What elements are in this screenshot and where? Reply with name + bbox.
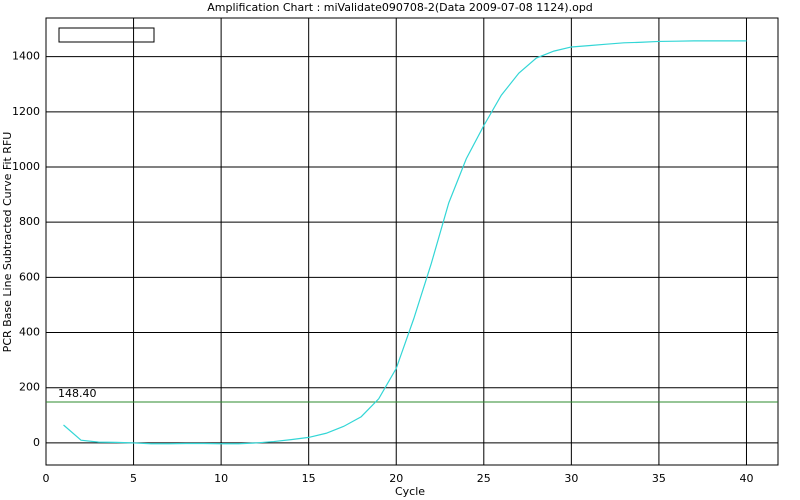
y-tick-label: 400 — [19, 326, 40, 339]
x-tick-label: 40 — [739, 472, 753, 485]
y-tick-label: 600 — [19, 270, 40, 283]
x-tick-label: 20 — [389, 472, 403, 485]
y-tick-label: 1200 — [12, 105, 40, 118]
x-tick-label: 15 — [302, 472, 316, 485]
y-tick-label: 0 — [33, 436, 40, 449]
y-tick-label: 1000 — [12, 160, 40, 173]
x-axis-label: Cycle — [395, 485, 425, 498]
x-tick-label: 10 — [214, 472, 228, 485]
y-tick-label: 1400 — [12, 50, 40, 63]
x-tick-label: 30 — [564, 472, 578, 485]
legend-box — [58, 27, 155, 43]
x-tick-label: 25 — [477, 472, 491, 485]
y-tick-label: 800 — [19, 215, 40, 228]
data-line — [63, 40, 747, 445]
x-tick-label: 35 — [652, 472, 666, 485]
threshold-label: 148.40 — [58, 387, 97, 400]
chart-title: Amplification Chart : miValidate090708-2… — [207, 1, 593, 14]
plot-frame — [45, 17, 779, 466]
x-tick-label: 5 — [130, 472, 137, 485]
x-tick-label: 0 — [43, 472, 50, 485]
y-axis-label: PCR Base Line Subtracted Curve Fit RFU — [1, 132, 14, 353]
y-tick-label: 200 — [19, 381, 40, 394]
